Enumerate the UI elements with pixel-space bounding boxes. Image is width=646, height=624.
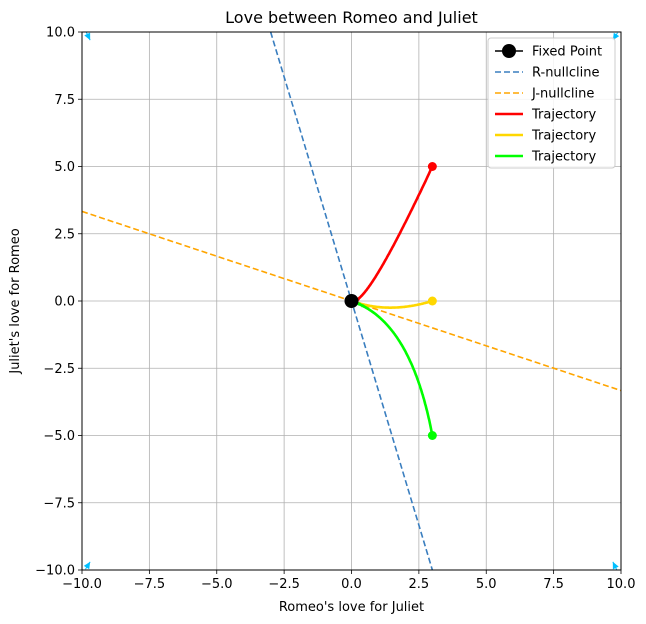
legend-entry: R-nullcline bbox=[495, 66, 600, 81]
streamline-arrow bbox=[83, 561, 91, 570]
trajectory-start-point bbox=[427, 162, 437, 171]
legend-entry: Trajectory bbox=[495, 108, 596, 123]
axis-ticks: −10.0 −7.5 −5.0 −2.5 0.0 2.5 5.0 7.5 10.0 −10.0 −7… bbox=[35, 26, 635, 593]
x-tick-label: −2.5 bbox=[268, 577, 300, 592]
legend-entry: Trajectory bbox=[495, 129, 596, 144]
x-tick-label: −10.0 bbox=[62, 577, 102, 592]
y-axis-label: Juliet's love for Romeo bbox=[8, 228, 23, 374]
x-tick-label: 7.5 bbox=[543, 577, 564, 592]
legend-label: Fixed Point bbox=[532, 45, 602, 60]
x-tick-label: 0.0 bbox=[341, 577, 362, 592]
markers bbox=[344, 162, 437, 440]
y-tick-label: 2.5 bbox=[54, 227, 75, 242]
x-tick-label: −5.0 bbox=[201, 577, 233, 592]
trajectory-start-point bbox=[427, 431, 437, 440]
legend: Fixed Point R-nullcline J-nullcline Traject… bbox=[487, 37, 616, 169]
y-tick-label: −5.0 bbox=[43, 429, 75, 444]
legend-label: Trajectory bbox=[531, 150, 596, 165]
y-tick-label: 7.5 bbox=[54, 93, 75, 108]
x-axis-label: Romeo's love for Juliet bbox=[279, 600, 424, 615]
y-tick-label: 0.0 bbox=[54, 295, 75, 310]
y-tick-label: 5.0 bbox=[54, 160, 75, 175]
y-tick-label: −7.5 bbox=[43, 496, 75, 511]
fixed-point-marker bbox=[344, 294, 359, 308]
x-tick-label: 10.0 bbox=[607, 577, 636, 592]
y-tick-label: −2.5 bbox=[43, 362, 75, 377]
streamline-arrow bbox=[612, 561, 619, 570]
legend-label: J-nullcline bbox=[531, 87, 594, 102]
legend-entry: Trajectory bbox=[495, 150, 596, 165]
legend-entry: J-nullcline bbox=[495, 87, 594, 102]
legend-marker bbox=[502, 44, 516, 58]
x-tick-label: −7.5 bbox=[134, 577, 166, 592]
y-tick-label: −10.0 bbox=[35, 564, 75, 579]
y-tick-label: 10.0 bbox=[46, 26, 75, 41]
legend-label: Trajectory bbox=[531, 108, 596, 123]
x-tick-label: 2.5 bbox=[409, 577, 430, 592]
legend-label: R-nullcline bbox=[532, 66, 600, 81]
legend-label: Trajectory bbox=[531, 129, 596, 144]
streamline-arrow bbox=[84, 32, 91, 41]
trajectory-start-point bbox=[427, 296, 437, 306]
x-tick-label: 5.0 bbox=[476, 577, 497, 592]
chart-title: Love between Romeo and Juliet bbox=[225, 8, 478, 27]
legend-entry: Fixed Point bbox=[495, 44, 602, 60]
